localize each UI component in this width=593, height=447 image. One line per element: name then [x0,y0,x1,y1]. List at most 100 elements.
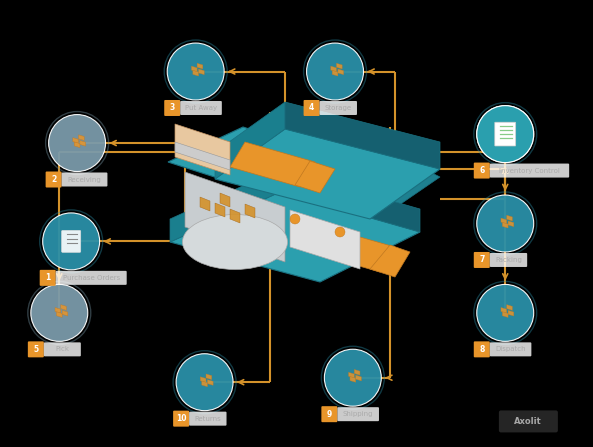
Text: Inventory Control: Inventory Control [499,168,560,173]
Circle shape [324,349,381,406]
Polygon shape [502,312,508,317]
Text: Pick: Pick [55,346,69,352]
Polygon shape [331,66,336,72]
Polygon shape [310,227,395,272]
Circle shape [477,195,534,252]
Polygon shape [349,372,354,378]
FancyBboxPatch shape [474,163,490,178]
FancyBboxPatch shape [490,253,527,267]
Text: 4: 4 [309,104,314,113]
Polygon shape [295,161,335,193]
Polygon shape [508,221,514,227]
FancyBboxPatch shape [56,271,127,285]
Polygon shape [74,142,80,148]
Circle shape [290,214,300,224]
Text: 1: 1 [45,274,50,283]
FancyBboxPatch shape [189,412,227,426]
FancyBboxPatch shape [495,122,516,146]
FancyBboxPatch shape [46,172,62,187]
Polygon shape [200,377,206,383]
Polygon shape [175,124,230,175]
Circle shape [335,227,345,237]
FancyBboxPatch shape [62,230,81,253]
Polygon shape [506,305,512,310]
Polygon shape [320,167,440,225]
Circle shape [307,43,364,100]
FancyBboxPatch shape [173,411,189,426]
Polygon shape [245,204,255,218]
FancyBboxPatch shape [28,342,44,357]
Polygon shape [280,169,420,232]
Polygon shape [193,70,199,76]
Text: 6: 6 [479,166,484,175]
Polygon shape [336,63,342,69]
Polygon shape [501,218,506,224]
Polygon shape [199,69,204,75]
Polygon shape [206,374,212,380]
FancyBboxPatch shape [320,101,357,115]
Polygon shape [197,63,203,69]
FancyBboxPatch shape [40,270,56,286]
Polygon shape [220,193,230,207]
Circle shape [477,284,534,342]
Polygon shape [215,203,225,217]
Polygon shape [356,375,361,381]
Ellipse shape [183,215,288,270]
Polygon shape [208,380,213,385]
Text: 8: 8 [479,345,484,354]
Polygon shape [230,142,315,187]
FancyBboxPatch shape [304,100,320,116]
FancyBboxPatch shape [180,101,222,115]
Polygon shape [200,197,210,211]
Polygon shape [350,376,356,382]
Polygon shape [80,140,85,146]
Polygon shape [370,245,410,277]
Text: 5: 5 [33,345,39,354]
Polygon shape [175,142,230,170]
Polygon shape [73,138,78,143]
Text: Shipping: Shipping [343,411,374,417]
Text: Axolit: Axolit [514,417,542,426]
Polygon shape [502,222,508,228]
Circle shape [477,105,534,163]
Text: 10: 10 [176,414,186,423]
Polygon shape [56,312,62,317]
Text: 2: 2 [51,175,56,184]
Polygon shape [332,70,338,76]
Circle shape [167,43,224,100]
Polygon shape [62,310,68,316]
FancyBboxPatch shape [62,173,107,186]
Circle shape [49,114,106,172]
Polygon shape [230,209,240,223]
Polygon shape [354,370,360,375]
Text: Purchase Orders: Purchase Orders [63,275,120,281]
Text: Receiving: Receiving [68,177,101,182]
Text: Packing: Packing [495,257,522,263]
FancyBboxPatch shape [490,342,531,356]
Polygon shape [185,172,285,262]
FancyBboxPatch shape [164,100,180,116]
Polygon shape [192,66,197,72]
Polygon shape [202,381,208,387]
Text: 7: 7 [479,256,484,265]
Polygon shape [170,169,280,242]
Circle shape [176,354,233,411]
Polygon shape [290,210,360,269]
Polygon shape [168,127,305,182]
FancyBboxPatch shape [474,252,490,268]
FancyBboxPatch shape [337,407,379,421]
Polygon shape [506,215,512,221]
Polygon shape [215,102,285,179]
Text: Storage: Storage [325,105,352,111]
Text: Returns: Returns [195,416,221,422]
Text: Dispatch: Dispatch [495,346,526,352]
Polygon shape [508,310,514,316]
FancyBboxPatch shape [499,410,558,432]
Polygon shape [78,135,84,140]
Polygon shape [215,129,440,219]
Circle shape [477,105,534,163]
Polygon shape [55,308,60,313]
FancyBboxPatch shape [321,406,337,422]
Text: Put Away: Put Away [185,105,217,111]
Polygon shape [170,192,420,282]
